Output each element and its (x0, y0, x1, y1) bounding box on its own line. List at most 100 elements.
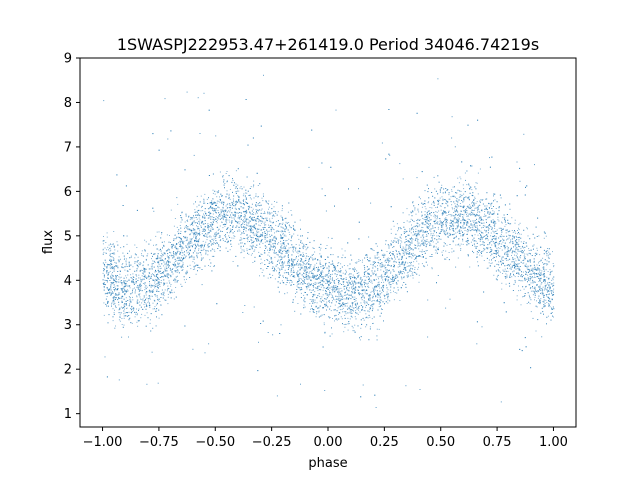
data-point (220, 210, 222, 212)
data-point (130, 274, 132, 276)
data-point (168, 248, 170, 250)
data-point (520, 248, 522, 250)
data-point (488, 224, 490, 226)
data-point (197, 243, 199, 245)
data-point (504, 225, 506, 227)
data-point (259, 275, 260, 277)
data-point (245, 213, 247, 214)
data-point (456, 225, 458, 227)
data-point (243, 186, 245, 188)
data-point (426, 225, 428, 227)
data-point (192, 269, 194, 270)
data-point (462, 235, 464, 237)
data-point (106, 236, 108, 238)
data-point (258, 231, 260, 233)
data-point (124, 308, 125, 310)
data-point (198, 239, 200, 241)
data-point (305, 275, 307, 277)
data-point (424, 190, 426, 192)
data-point (326, 301, 328, 303)
data-point (177, 257, 179, 259)
data-point (487, 239, 489, 241)
data-point (488, 262, 490, 264)
data-point (219, 213, 221, 215)
data-point (123, 324, 125, 326)
data-point (264, 235, 266, 237)
data-point (413, 258, 415, 260)
data-point (490, 213, 492, 215)
data-point (370, 281, 372, 283)
data-point (228, 196, 230, 198)
data-point (355, 282, 357, 284)
data-point (190, 239, 192, 240)
data-point (169, 235, 170, 236)
data-point (481, 210, 483, 212)
data-point (225, 173, 227, 174)
data-point (316, 297, 318, 299)
chart-title: 1SWASPJ222953.47+261419.0 Period 34046.7… (117, 35, 539, 54)
data-point (156, 296, 158, 298)
data-point (536, 291, 537, 292)
data-point (465, 227, 466, 229)
data-point (141, 253, 142, 255)
data-point (143, 273, 144, 275)
data-point (457, 257, 459, 259)
data-point (160, 280, 162, 281)
data-point (240, 234, 242, 236)
data-point (531, 273, 533, 275)
data-point (453, 222, 455, 224)
data-point (268, 211, 270, 213)
data-point (227, 203, 229, 205)
data-point (365, 279, 367, 281)
data-point (186, 91, 188, 93)
data-point (463, 188, 465, 190)
data-point (158, 263, 160, 265)
data-point (122, 263, 124, 264)
data-point (407, 274, 409, 276)
data-point (356, 305, 357, 307)
data-point (367, 317, 369, 319)
data-point (250, 198, 252, 200)
data-point (169, 261, 171, 263)
data-point (103, 100, 105, 102)
data-point (472, 226, 474, 228)
data-point (351, 285, 353, 287)
data-point (549, 269, 551, 271)
data-point (104, 293, 106, 295)
data-point (144, 270, 146, 272)
data-point (430, 215, 432, 217)
data-point (378, 256, 380, 258)
data-point (258, 251, 260, 253)
data-point (243, 199, 245, 201)
data-point (176, 226, 178, 228)
data-point (541, 270, 543, 272)
data-point (378, 306, 380, 308)
data-point (126, 285, 128, 287)
data-point (417, 231, 419, 233)
data-point (492, 210, 494, 212)
data-point (362, 306, 364, 307)
data-point (389, 258, 391, 260)
data-point (426, 250, 428, 251)
data-point (350, 283, 352, 285)
data-point (144, 278, 145, 280)
data-point (483, 216, 485, 217)
scatter-points (102, 74, 555, 408)
data-point (466, 215, 468, 217)
data-point (253, 197, 255, 199)
data-point (279, 250, 281, 252)
data-point (199, 229, 201, 231)
data-point (466, 208, 467, 210)
data-point (228, 195, 230, 197)
data-point (257, 203, 259, 204)
data-point (338, 288, 340, 290)
data-point (194, 262, 196, 264)
data-point (234, 201, 236, 203)
data-point (189, 264, 191, 266)
data-point (355, 305, 357, 306)
data-point (359, 282, 361, 284)
data-point (545, 251, 547, 253)
data-point (387, 275, 388, 277)
data-point (290, 247, 292, 249)
data-point (474, 214, 476, 216)
